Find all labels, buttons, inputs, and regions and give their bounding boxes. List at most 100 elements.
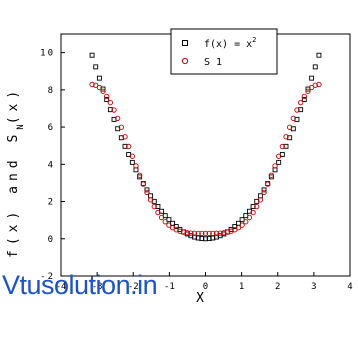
legend-marker-circle: [181, 57, 189, 65]
x-tick-label: -1: [164, 282, 175, 292]
series-s1: [89, 81, 322, 237]
data-point-s1: [133, 163, 139, 169]
legend-label-fx: f(x) = x2: [204, 36, 256, 50]
watermark-logo: Vtusolution.in: [2, 270, 158, 300]
data-point-fx: [96, 75, 102, 81]
x-tick-label: 2: [275, 282, 280, 292]
y-axis-title: f(x) and SN(x): [6, 86, 26, 258]
data-point-s1: [191, 230, 198, 236]
data-point-s1: [144, 189, 150, 195]
data-point-s1: [162, 219, 168, 225]
data-point-s1: [279, 143, 285, 150]
y-tick-label: 2: [48, 198, 55, 208]
data-point-s1: [199, 230, 205, 237]
data-point-s1: [89, 81, 95, 88]
data-point-s1: [305, 88, 311, 94]
y-tick-label: 4: [48, 160, 55, 170]
data-point-s1: [122, 134, 128, 140]
x-tick-label: 3: [311, 282, 316, 292]
data-point-s1: [111, 107, 117, 113]
x-tick-label: 0: [203, 282, 208, 292]
data-point-s1: [265, 181, 271, 187]
data-point-s1: [254, 203, 260, 210]
data-point-s1: [294, 107, 300, 113]
x-tick-label: -4: [56, 282, 67, 292]
data-point-fx: [298, 107, 304, 113]
x-tick-label: 4: [347, 282, 352, 292]
data-point-fx: [261, 187, 267, 193]
data-point-s1: [272, 163, 278, 169]
data-point-fx: [144, 187, 150, 193]
data-point-s1: [308, 84, 315, 91]
x-tick-label: -2: [128, 282, 139, 292]
y-axis-ticks: -2 0 2 4 6 8 10: [40, 49, 65, 282]
data-point-fx: [155, 204, 161, 209]
data-point-s1: [250, 209, 256, 216]
data-point-fx: [129, 159, 135, 165]
data-point-s1: [96, 84, 103, 91]
data-point-s1: [158, 214, 165, 221]
data-point-s1: [217, 230, 223, 236]
data-point-s1: [151, 203, 157, 210]
data-point-s1: [210, 230, 216, 237]
data-point-s1: [297, 100, 304, 106]
data-point-s1: [206, 230, 212, 237]
data-point-s1: [118, 124, 124, 130]
data-point-s1: [239, 222, 245, 228]
data-point-fx: [107, 107, 113, 113]
data-point-s1: [155, 209, 161, 216]
x-axis-ticks: -4 -3 -2 -1 0 1 2 3 4: [56, 272, 353, 292]
data-point-fx: [89, 52, 95, 58]
data-point-fx: [250, 204, 256, 209]
data-point-fx: [104, 97, 110, 102]
data-point-s1: [283, 134, 289, 140]
y-axis-title-main: f(x) and S: [6, 130, 21, 258]
data-point-s1: [276, 153, 282, 159]
x-tick-label: -3: [92, 282, 103, 292]
data-point-s1: [188, 230, 194, 236]
data-point-s1: [107, 100, 114, 106]
data-point-s1: [129, 153, 135, 159]
data-point-fx: [312, 64, 318, 70]
y-tick-label: -2: [40, 272, 55, 282]
data-point-s1: [115, 115, 121, 121]
data-point-s1: [243, 219, 249, 225]
data-point-s1: [257, 197, 264, 203]
data-point-s1: [312, 82, 318, 88]
data-point-s1: [195, 230, 201, 237]
data-point-s1: [140, 181, 146, 187]
data-point-s1: [202, 230, 209, 237]
data-point-s1: [126, 143, 132, 150]
data-point-s1: [261, 189, 267, 195]
data-point-fx: [316, 52, 322, 58]
data-point-s1: [287, 124, 293, 130]
data-point-s1: [104, 93, 110, 100]
legend-label-s1: S 1: [204, 57, 222, 68]
y-axis-title-subscript: N: [16, 124, 26, 129]
data-point-s1: [147, 197, 154, 203]
y-tick-label: 8: [48, 86, 55, 96]
legend-box: [170, 28, 278, 75]
data-point-s1: [221, 230, 227, 236]
data-point-s1: [301, 93, 307, 100]
data-point-s1: [316, 81, 322, 88]
data-point-s1: [224, 229, 231, 235]
data-point-s1: [180, 229, 187, 235]
x-axis-title: X: [196, 291, 204, 306]
data-point-s1: [184, 230, 190, 236]
data-point-fx: [301, 97, 307, 102]
data-point-fx: [122, 143, 128, 149]
data-point-s1: [166, 222, 172, 228]
data-point-s1: [136, 172, 143, 178]
legend-label-fx-sup: 2: [252, 36, 256, 44]
data-point-s1: [290, 115, 296, 121]
data-point-s1: [246, 214, 253, 221]
data-point-fx: [228, 226, 234, 232]
legend: f(x) = x2 S 1: [170, 28, 278, 75]
data-point-s1: [177, 228, 183, 234]
x-tick-label: 1: [239, 282, 244, 292]
data-point-fx: [283, 143, 289, 149]
data-point-s1: [268, 172, 275, 178]
